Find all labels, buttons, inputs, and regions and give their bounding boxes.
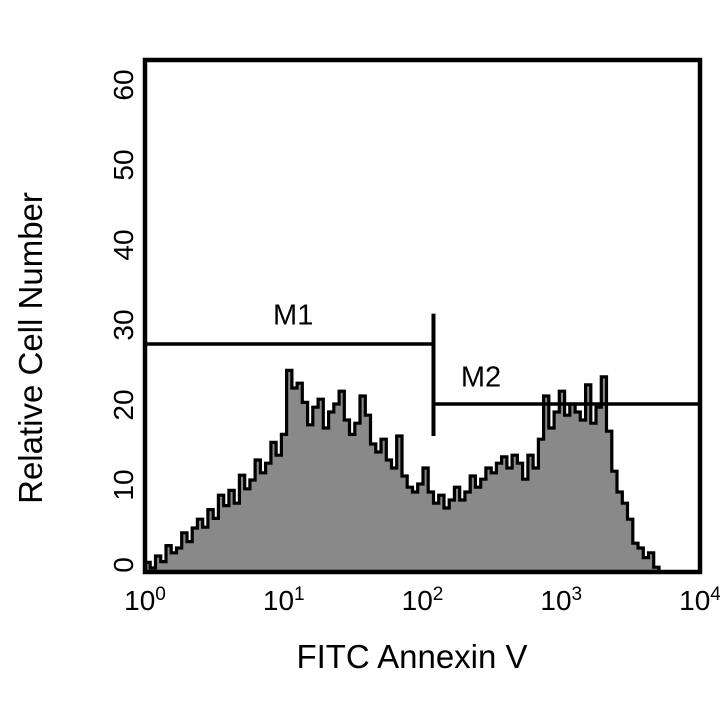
x-tick-label: 102: [401, 583, 444, 616]
x-tick-label: 103: [540, 583, 583, 616]
y-tick-label: 30: [108, 309, 139, 341]
y-tick-label: 20: [108, 389, 139, 421]
y-tick-label: 60: [108, 69, 139, 101]
gate-m2-label: M2: [460, 361, 502, 394]
x-axis-title: FITC Annexin V: [296, 638, 528, 675]
y-tick-label: 40: [108, 229, 139, 261]
gate-m1-label: M1: [273, 299, 314, 332]
y-tick-label: 10: [108, 469, 139, 501]
x-tick-label: 100: [124, 583, 166, 616]
histogram-area: [143, 368, 661, 574]
y-axis-title: Relative Cell Number: [12, 192, 49, 504]
x-tick-label: 101: [262, 583, 305, 616]
x-tick-label: 104: [679, 583, 720, 616]
y-tick-label: 0: [108, 557, 139, 573]
plot-frame: [142, 57, 703, 575]
gates-layer: [145, 313, 700, 436]
y-tick-label: 50: [108, 149, 139, 181]
